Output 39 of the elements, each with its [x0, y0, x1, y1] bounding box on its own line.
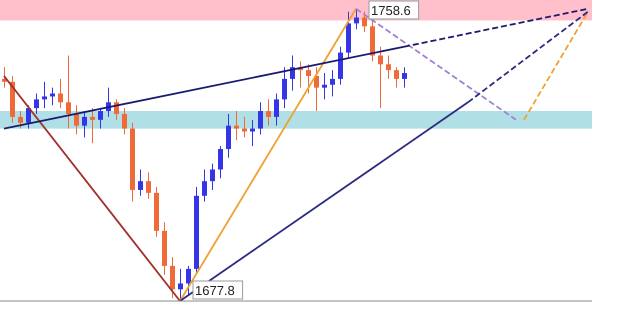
candlestick — [90, 108, 95, 144]
candlestick — [98, 108, 103, 130]
candlestick — [394, 66, 399, 88]
candlestick — [322, 72, 327, 100]
candlestick — [226, 113, 231, 158]
candlestick — [282, 66, 287, 109]
candlestick — [402, 66, 407, 88]
candlestick — [58, 78, 63, 109]
candlestick — [50, 87, 55, 106]
annotation: 1758.6 — [371, 3, 411, 18]
candlestick — [306, 64, 311, 94]
candlestick — [42, 81, 47, 109]
candlestick — [362, 11, 367, 33]
candlestick — [138, 168, 143, 196]
candlestick — [178, 268, 183, 301]
candlestick — [274, 93, 279, 126]
annotation: 1677.8 — [195, 283, 235, 298]
candlestick — [378, 46, 383, 109]
candlestick — [170, 256, 175, 299]
candlestick — [266, 98, 271, 126]
candlestick — [234, 110, 239, 141]
candlestick — [66, 55, 71, 130]
candlestick — [2, 66, 7, 88]
candlestick — [74, 104, 79, 135]
candlestick — [250, 119, 255, 147]
candlestick — [202, 168, 207, 202]
candlestick — [218, 146, 223, 179]
candlestick — [122, 108, 127, 135]
candlestick — [186, 265, 191, 296]
candlestick — [330, 70, 335, 97]
candlestick — [82, 110, 87, 138]
candlestick — [18, 110, 23, 130]
candlestick — [34, 93, 39, 114]
candlestick — [146, 172, 151, 200]
candlestick — [210, 163, 215, 190]
candlestick — [242, 116, 247, 138]
candlestick — [258, 102, 263, 135]
candlestick — [386, 55, 391, 80]
candlestick — [354, 8, 359, 30]
